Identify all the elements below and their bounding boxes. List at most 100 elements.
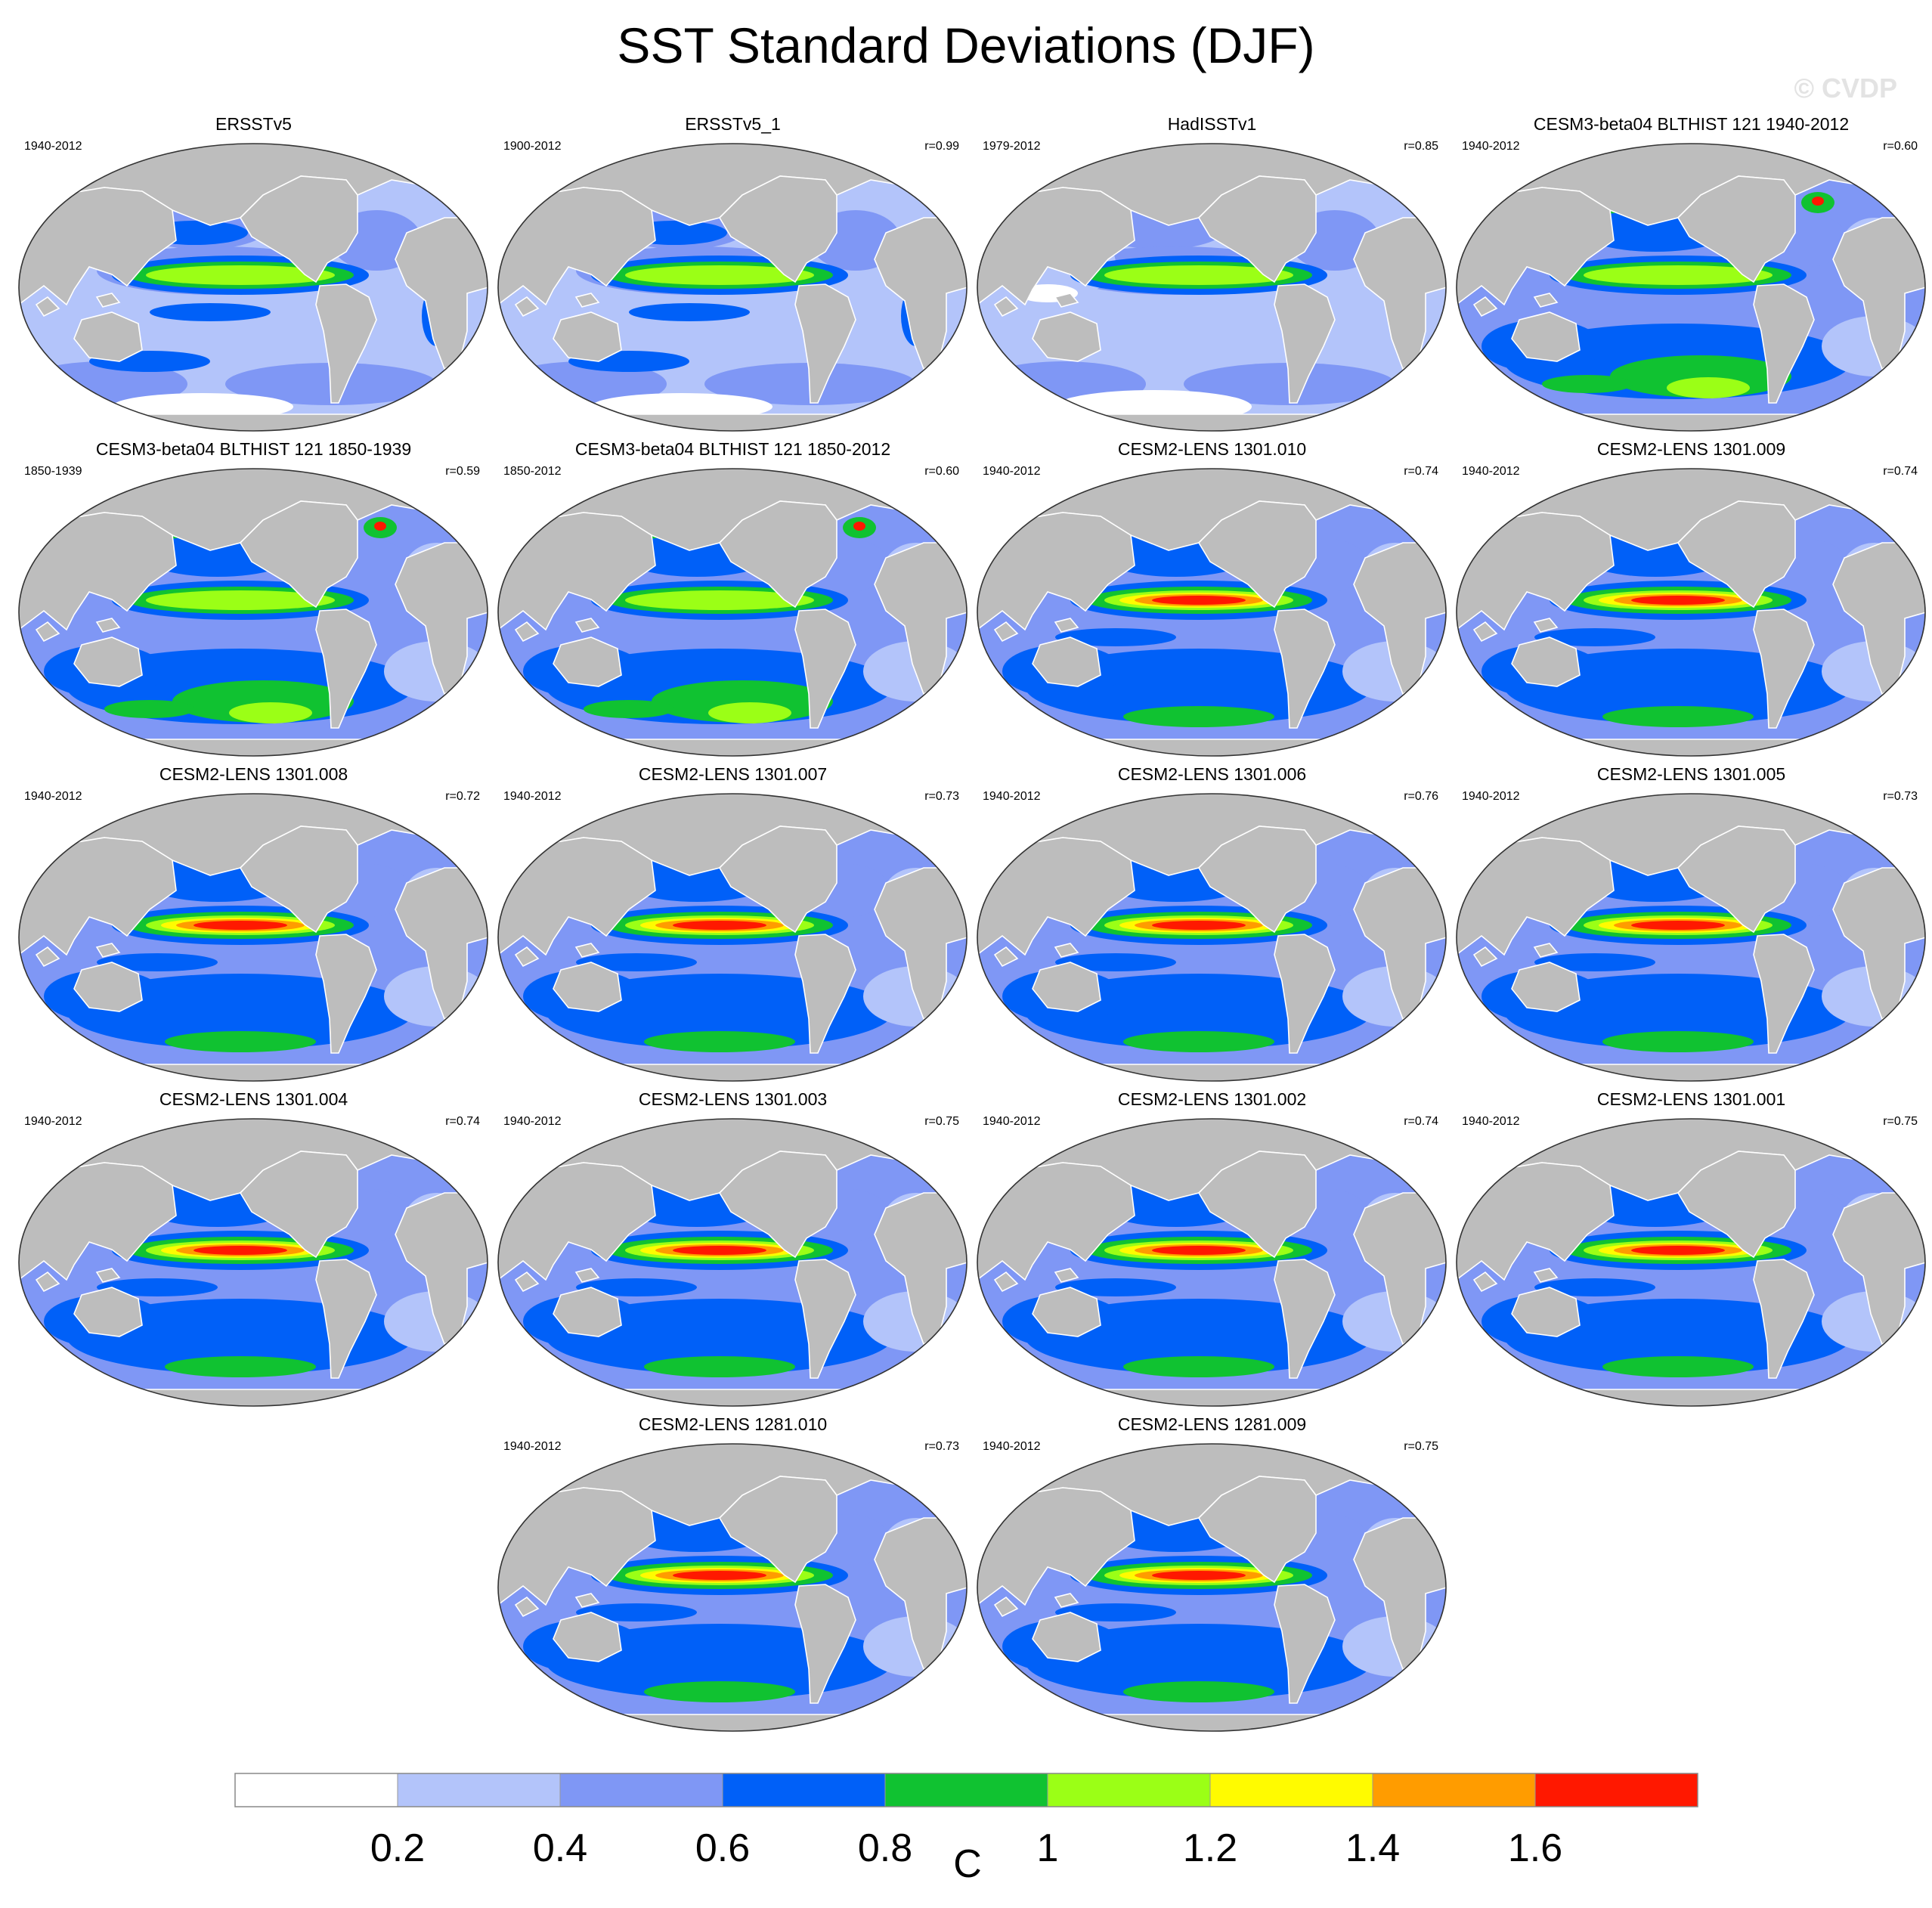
map-outline xyxy=(18,468,488,757)
north-america-landmass xyxy=(1197,500,1317,609)
map-outline xyxy=(1456,1118,1926,1407)
north-america-landmass xyxy=(1197,1151,1317,1259)
south-america-landmass xyxy=(794,934,856,1054)
australia-landmass xyxy=(1511,962,1581,1012)
panel-title: CESM2-LENS 1301.007 xyxy=(638,764,828,784)
map-panel: CESM2-LENS 1301.010 1940-2012 r=0.74 xyxy=(972,438,1452,764)
colorbar-swatch xyxy=(884,1773,1048,1807)
sst-std-map xyxy=(18,1118,488,1407)
map-panel: CESM2-LENS 1301.001 1940-2012 r=0.75 xyxy=(1451,1089,1931,1414)
south-pacific-band xyxy=(1055,628,1176,646)
north-america-landmass xyxy=(1677,175,1796,283)
panel-years: 1940-2012 xyxy=(503,1440,562,1453)
colorbar-tick-label: 0.2 xyxy=(370,1826,425,1870)
southern-ocean-high xyxy=(104,700,195,718)
antarctica-landmass xyxy=(498,739,967,756)
southern-ocean-peak xyxy=(708,702,791,723)
southern-ocean-high xyxy=(584,700,674,718)
sst-std-map xyxy=(497,468,968,757)
australia-landmass xyxy=(1032,637,1101,687)
asia-landmass xyxy=(19,837,177,960)
map-panel: CESM2-LENS 1281.009 1940-2012 r=0.75 xyxy=(972,1414,1452,1739)
colorbar-unit-label: C xyxy=(953,1842,982,1886)
enso-tongue-level xyxy=(1152,596,1246,605)
north-america-landmass xyxy=(718,175,838,283)
colorbar-swatch xyxy=(1372,1773,1536,1807)
panel-years: 1940-2012 xyxy=(1462,1115,1520,1128)
antarctica-landmass xyxy=(1457,739,1925,756)
panel-years: 1940-2012 xyxy=(1462,465,1520,478)
colorbar-frame xyxy=(234,1773,1698,1807)
panel-years: 1940-2012 xyxy=(1462,140,1520,153)
australia-landmass xyxy=(1032,962,1101,1012)
labrador-peak xyxy=(1812,197,1824,206)
maritime-continent-landmass xyxy=(993,621,1019,643)
map-outline xyxy=(18,1118,488,1407)
maritime-continent-landmass xyxy=(993,296,1019,317)
enso-tongue-level xyxy=(1584,265,1773,285)
panel-years: 1940-2012 xyxy=(503,1115,562,1128)
new-guinea-landmass xyxy=(95,293,121,308)
australia-landmass xyxy=(553,962,622,1012)
panel-title: CESM2-LENS 1301.003 xyxy=(638,1089,828,1109)
southern-ocean-high xyxy=(165,1031,316,1052)
north-america-landmass xyxy=(1677,1151,1796,1259)
australia-landmass xyxy=(1032,1612,1101,1662)
enso-tongue-level xyxy=(146,265,335,285)
new-guinea-landmass xyxy=(95,618,121,633)
enso-tongue-level xyxy=(625,265,814,285)
map-outline xyxy=(1456,143,1926,432)
new-guinea-landmass xyxy=(574,1593,600,1608)
map-outline xyxy=(497,1443,968,1732)
panel-years: 1940-2012 xyxy=(1462,790,1520,803)
australia-landmass xyxy=(1511,1287,1581,1337)
south-pacific-band xyxy=(1534,953,1655,971)
cvdp-watermark: © CVDP xyxy=(1794,73,1897,104)
south-pacific-band xyxy=(150,303,271,321)
map-panel: CESM2-LENS 1301.006 1940-2012 r=0.76 xyxy=(972,764,1452,1089)
antarctica-landmass xyxy=(19,1389,488,1406)
sst-std-map xyxy=(977,468,1447,757)
southern-ocean-high xyxy=(644,1681,795,1702)
enso-tongue-level xyxy=(1152,1246,1246,1255)
australia-landmass xyxy=(553,311,622,362)
new-guinea-landmass xyxy=(574,293,600,308)
sst-std-map xyxy=(18,793,488,1082)
south-america-landmass xyxy=(1753,609,1815,729)
map-outline xyxy=(1456,793,1926,1082)
enso-tongue-level xyxy=(673,1571,766,1580)
maritime-continent-landmass xyxy=(993,1271,1019,1293)
australia-landmass xyxy=(73,962,143,1012)
map-outline xyxy=(1456,468,1926,757)
antarctica-landmass xyxy=(1457,414,1925,431)
map-outline xyxy=(977,793,1447,1082)
south-pacific-band xyxy=(576,1278,697,1296)
north-america-landmass xyxy=(718,500,838,609)
panel-years: 1850-2012 xyxy=(503,465,562,478)
south-america-landmass xyxy=(1274,934,1336,1054)
asia-landmass xyxy=(19,512,177,635)
southern-ocean-peak xyxy=(1667,377,1750,398)
panel-title: CESM3-beta04 BLTHIST 121 1850-1939 xyxy=(95,439,412,459)
panel-title: CESM2-LENS 1301.010 xyxy=(1117,439,1307,459)
map-outline xyxy=(977,143,1447,432)
sst-std-map xyxy=(977,1118,1447,1407)
panel-years: 1940-2012 xyxy=(503,790,562,803)
colorbar-tick-label: 0.4 xyxy=(533,1826,587,1870)
asia-landmass xyxy=(1457,512,1615,635)
new-guinea-landmass xyxy=(574,618,600,633)
map-panel: CESM3-beta04 BLTHIST 121 1940-2012 1940-2… xyxy=(1451,113,1931,438)
panel-years: 1940-2012 xyxy=(983,465,1041,478)
south-pacific-band xyxy=(576,953,697,971)
sst-std-map xyxy=(977,793,1447,1082)
panel-title: CESM3-beta04 BLTHIST 121 1850-2012 xyxy=(574,439,891,459)
maritime-continent-landmass xyxy=(35,946,60,968)
new-guinea-landmass xyxy=(1054,943,1079,958)
panel-pattern-correlation: r=0.59 xyxy=(445,465,480,478)
asia-landmass xyxy=(1457,187,1615,310)
antarctica-landmass xyxy=(19,414,488,431)
panel-pattern-correlation: r=0.74 xyxy=(1883,465,1918,478)
labrador-peak xyxy=(853,522,865,531)
australia-landmass xyxy=(553,1612,622,1662)
panel-pattern-correlation: r=0.73 xyxy=(1883,790,1918,803)
